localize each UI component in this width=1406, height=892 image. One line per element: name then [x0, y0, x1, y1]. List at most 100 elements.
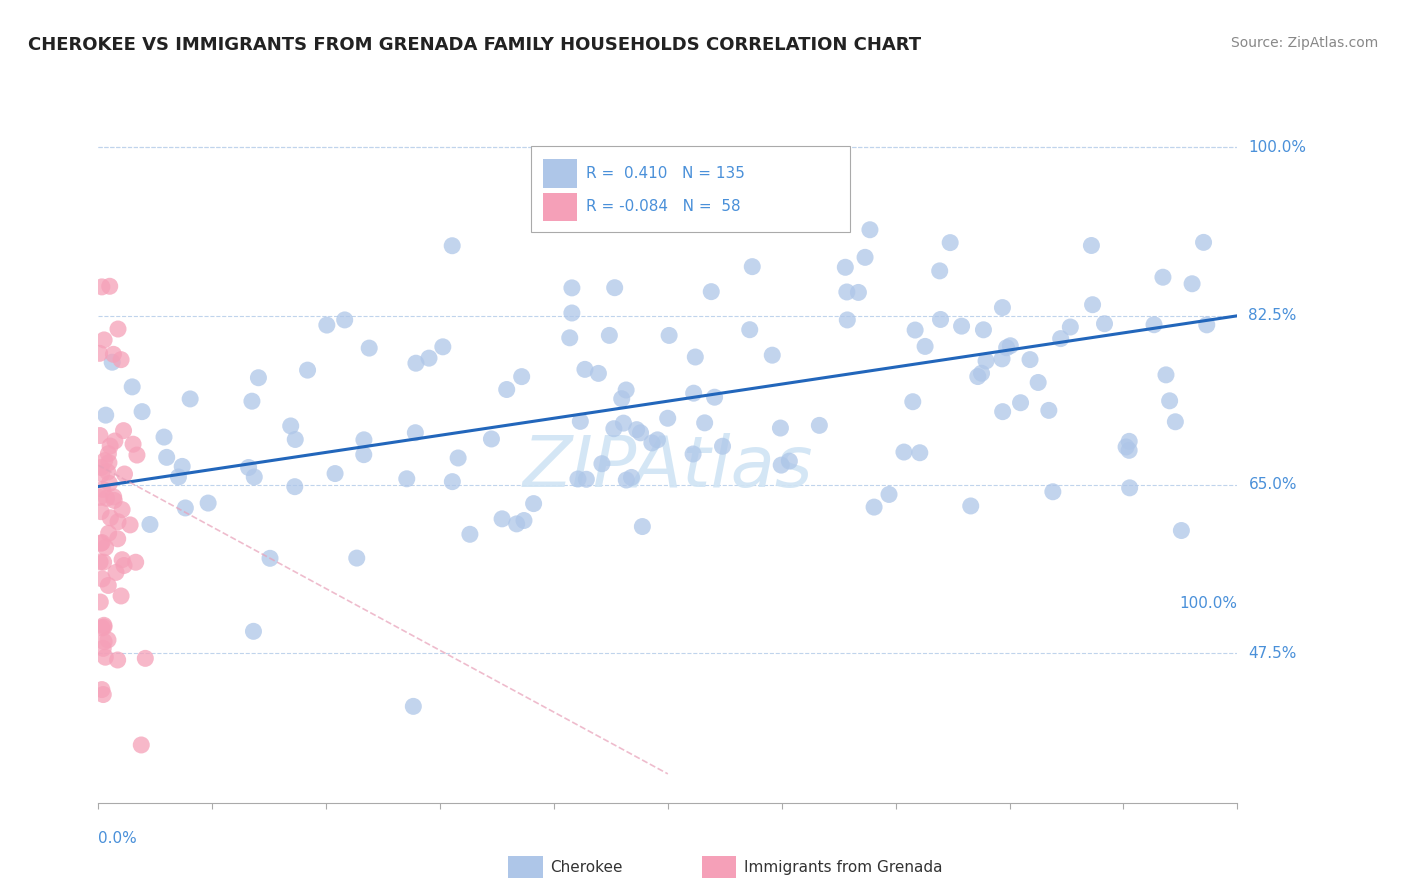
Point — [98, 439, 121, 453]
Point — [904, 323, 927, 337]
Point — [98, 510, 121, 524]
Point — [90, 280, 112, 294]
Point — [1000, 339, 1022, 353]
Point — [769, 421, 792, 435]
Point — [631, 519, 654, 533]
Point — [346, 551, 368, 566]
Point — [353, 433, 375, 447]
Point — [495, 383, 517, 397]
Point — [1019, 352, 1042, 367]
Point — [90, 682, 112, 697]
Point — [1094, 317, 1116, 331]
Point — [432, 340, 454, 354]
Point — [700, 285, 723, 299]
Point — [404, 425, 426, 440]
Point — [1192, 235, 1215, 250]
Point — [104, 566, 127, 580]
Point — [91, 641, 114, 656]
Point — [441, 475, 464, 489]
FancyBboxPatch shape — [702, 856, 737, 878]
Point — [928, 264, 950, 278]
Point — [156, 450, 179, 465]
Point — [93, 620, 115, 634]
Point — [333, 313, 356, 327]
Point — [91, 688, 114, 702]
Point — [243, 470, 266, 484]
Point — [1026, 376, 1049, 390]
Point — [110, 589, 132, 603]
Point — [1143, 318, 1166, 332]
Point — [685, 350, 707, 364]
Point — [1049, 332, 1071, 346]
Point — [491, 512, 513, 526]
Point — [93, 618, 115, 632]
Point — [588, 367, 610, 381]
Point — [107, 322, 129, 336]
Point — [738, 323, 761, 337]
Point — [284, 433, 307, 447]
Point — [103, 347, 125, 361]
Point — [1118, 434, 1140, 449]
Point — [574, 362, 596, 376]
Point — [91, 535, 114, 549]
Point — [91, 572, 114, 586]
Point — [172, 459, 194, 474]
Point — [612, 416, 634, 430]
Point — [104, 434, 127, 448]
Point — [591, 457, 613, 471]
Point — [97, 578, 120, 592]
Point — [1010, 395, 1032, 409]
Point — [598, 328, 620, 343]
Point — [908, 446, 931, 460]
Point — [567, 472, 589, 486]
Point — [1042, 484, 1064, 499]
Point — [658, 328, 681, 343]
Point — [510, 369, 533, 384]
Text: Cherokee: Cherokee — [551, 860, 623, 874]
FancyBboxPatch shape — [531, 146, 851, 232]
Point — [859, 223, 882, 237]
Point — [120, 517, 142, 532]
Point — [575, 472, 598, 486]
Point — [418, 351, 440, 366]
Point — [280, 419, 302, 434]
Point — [93, 555, 115, 569]
Point — [129, 738, 152, 752]
Point — [808, 418, 831, 433]
Point — [901, 394, 924, 409]
Point — [247, 370, 270, 384]
Point — [929, 312, 952, 326]
Point — [242, 624, 264, 639]
Point — [97, 456, 120, 470]
Point — [91, 621, 114, 635]
Point — [110, 352, 132, 367]
Point — [93, 634, 115, 648]
Point — [94, 541, 117, 555]
Text: 65.0%: 65.0% — [1249, 477, 1296, 492]
Point — [877, 487, 900, 501]
Point — [238, 460, 260, 475]
Point — [103, 490, 125, 504]
Point — [323, 467, 346, 481]
Text: ZIPAtlas: ZIPAtlas — [523, 433, 813, 502]
Point — [939, 235, 962, 250]
Point — [741, 260, 763, 274]
Point — [111, 502, 134, 516]
Point — [630, 425, 652, 440]
Point — [153, 430, 176, 444]
Point — [107, 653, 129, 667]
Point — [1195, 318, 1218, 332]
Point — [1080, 238, 1102, 252]
Point — [134, 651, 156, 665]
Point — [505, 516, 527, 531]
Point — [240, 394, 263, 409]
Text: 100.0%: 100.0% — [1249, 139, 1306, 154]
Point — [97, 447, 120, 461]
Point — [682, 386, 704, 401]
Point — [1181, 277, 1204, 291]
Point — [89, 491, 111, 505]
Point — [972, 323, 994, 337]
Point — [966, 369, 988, 384]
Point — [359, 341, 381, 355]
Point — [441, 238, 464, 252]
